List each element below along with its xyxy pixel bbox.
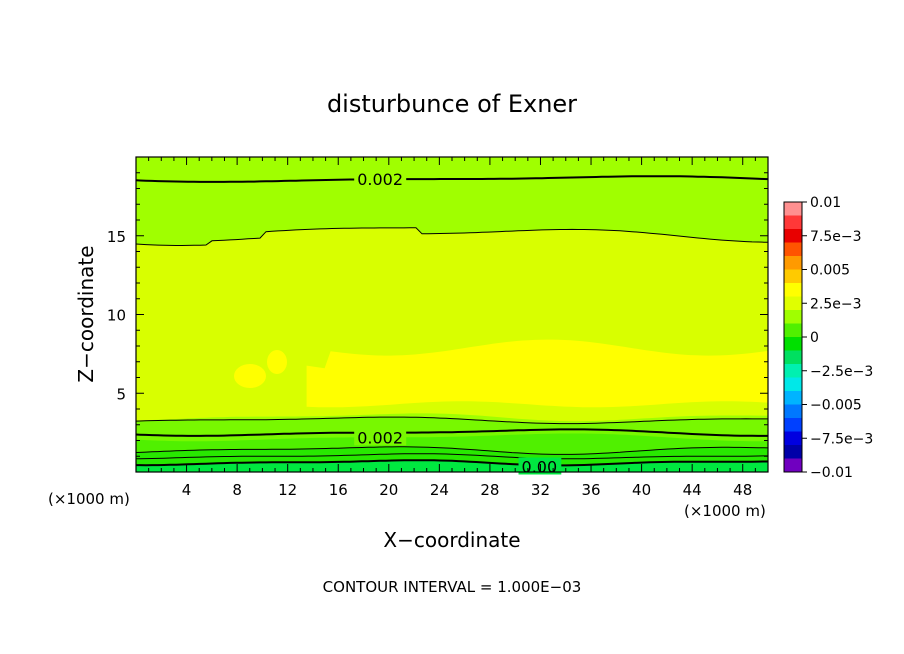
y-tick-label: 15 — [107, 228, 126, 246]
x-tick-label: 40 — [632, 481, 651, 499]
colorbar-swatch — [784, 431, 802, 446]
colorbar-swatch — [784, 229, 802, 243]
colorbar-swatch — [784, 404, 802, 419]
plot-area — [136, 157, 768, 472]
colorbar-label: −0.01 — [810, 465, 853, 481]
contour-labels: 0.002 0.002 0.00 — [354, 170, 562, 476]
colorbar-swatch — [784, 418, 802, 432]
contour-label: 0.002 — [357, 428, 403, 447]
colorbar-label: −2.5e−3 — [810, 364, 873, 380]
colorbar-swatch — [784, 283, 802, 297]
contour-label-bg — [518, 457, 562, 475]
contour-line-lower-2 — [136, 428, 768, 437]
contour-line-middle — [136, 227, 768, 246]
x-tick-label: 8 — [232, 481, 242, 499]
colorbar-swatch — [784, 364, 802, 378]
colorbar-label: −0.005 — [810, 398, 862, 414]
x-unit-right: (×1000 m) — [684, 502, 766, 520]
x-tick-label: 48 — [733, 481, 752, 499]
band-core-blob — [234, 364, 266, 388]
x-unit-left: (×1000 m) — [48, 490, 130, 508]
contour-line-lower-4 — [136, 453, 768, 460]
x-tick-label: 36 — [581, 481, 600, 499]
colorbar-swatch — [784, 202, 802, 216]
x-tick-label: 20 — [379, 481, 398, 499]
colorbar-label: 0 — [810, 330, 819, 346]
x-tick-label: 24 — [430, 481, 449, 499]
colorbar-swatch — [784, 310, 802, 324]
colorbar-labels: 0.01 7.5e−3 0.005 2.5e−3 0 −2.5e−3 −0.005 −7.5e… — [810, 195, 873, 481]
colorbar-swatch — [784, 337, 802, 351]
colorbar-label: 7.5e−3 — [810, 229, 862, 245]
x-tick-label: 28 — [480, 481, 499, 499]
y-tick-labels: 5 10 15 — [107, 228, 126, 404]
colorbar-ticks — [802, 201, 807, 473]
x-tick-label: 44 — [683, 481, 702, 499]
contour-label: 0.002 — [357, 170, 403, 189]
colorbar-label: 0.005 — [810, 263, 850, 279]
colorbar-swatch — [784, 445, 802, 459]
y-tick-label: 10 — [107, 307, 126, 325]
colorbar-swatch — [784, 256, 802, 270]
x-tick-label: 12 — [278, 481, 297, 499]
colorbar-swatch — [784, 323, 802, 338]
x-axis-label: X−coordinate — [383, 528, 520, 552]
band-core-blob-2 — [267, 350, 287, 374]
contour-label: 0.00 — [522, 457, 558, 476]
chart-title: disturbunce of Exner — [327, 90, 577, 118]
contour-line-lower-3 — [136, 446, 768, 455]
colorbar-swatch — [784, 296, 802, 311]
contour-line-lower-5 — [136, 459, 768, 467]
colorbar-swatch — [784, 242, 802, 257]
colorbar-label: 2.5e−3 — [810, 296, 862, 312]
x-tick-labels: 4 8 12 16 20 24 28 32 36 40 44 48 — [182, 481, 752, 499]
colorbar — [784, 202, 802, 473]
colorbar-swatch — [784, 377, 802, 392]
x-tick-label: 4 — [182, 481, 192, 499]
contour-line-lower-1 — [136, 416, 768, 425]
x-tick-label: 32 — [531, 481, 550, 499]
contour-line-upper — [136, 175, 768, 183]
y-tick-label: 5 — [116, 385, 126, 403]
colorbar-swatch — [784, 350, 802, 365]
axis-ticks — [136, 157, 768, 472]
colorbar-swatch — [784, 269, 802, 284]
contour-label-bg — [354, 170, 407, 188]
contour-label-bg — [354, 428, 407, 446]
y-axis-label: Z−coordinate — [74, 245, 98, 382]
contour-interval-note: CONTOUR INTERVAL = 1.000E−03 — [323, 578, 582, 596]
colorbar-swatch — [784, 391, 802, 405]
colorbar-swatch — [784, 215, 802, 230]
colorbar-swatch — [784, 458, 802, 473]
colorbar-frame — [783, 201, 803, 473]
band-core — [306, 339, 768, 408]
x-tick-label: 16 — [329, 481, 348, 499]
colorbar-label: 0.01 — [810, 195, 841, 211]
colorbar-label: −7.5e−3 — [810, 431, 873, 447]
